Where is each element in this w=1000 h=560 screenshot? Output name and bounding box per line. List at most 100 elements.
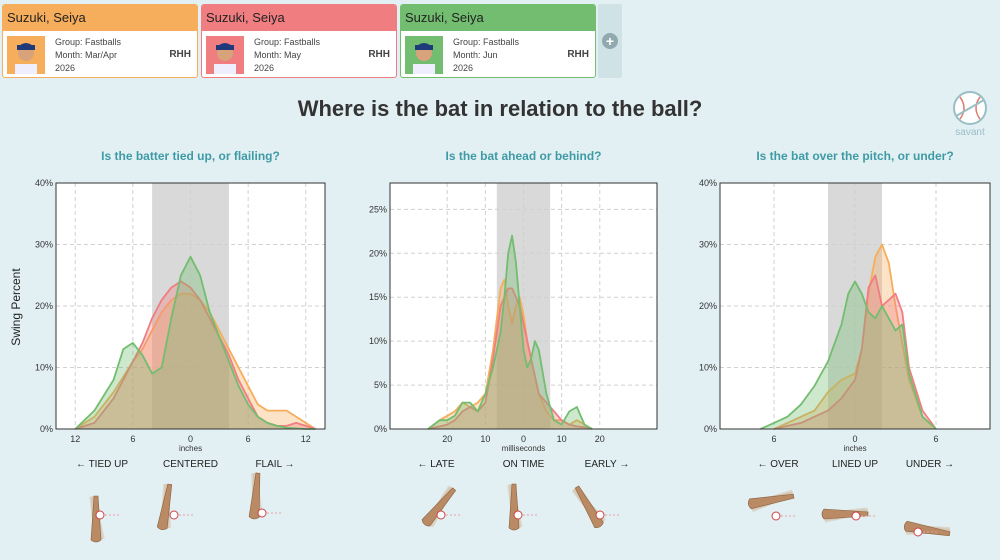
bat-shape bbox=[90, 495, 102, 543]
y-tick-label: 0% bbox=[374, 424, 387, 434]
chart-title: Is the bat over the pitch, or under? bbox=[756, 149, 953, 163]
series-area bbox=[774, 275, 936, 429]
series-line bbox=[427, 287, 593, 430]
category-label: ← LATE bbox=[417, 459, 454, 470]
series-area bbox=[760, 281, 936, 429]
baseball-icon bbox=[595, 510, 605, 520]
y-tick-label: 5% bbox=[374, 380, 387, 390]
card-month: Month: Mar/Apr bbox=[55, 50, 118, 60]
card-month: Month: May bbox=[254, 50, 302, 60]
y-tick-label: 40% bbox=[35, 178, 53, 188]
bat-icon bbox=[747, 489, 795, 513]
card-hand: RHH bbox=[567, 49, 589, 60]
player-card-3[interactable]: Suzuki, Seiya Group: Fastballs Month: Ju… bbox=[400, 4, 596, 78]
x-tick-label: 6 bbox=[933, 434, 938, 444]
x-tick-label: 12 bbox=[70, 434, 80, 444]
x-tick-label: 0 bbox=[852, 434, 857, 444]
y-tick-label: 0% bbox=[704, 424, 717, 434]
category-label: ← TIED UP bbox=[76, 459, 128, 470]
bat-shape bbox=[248, 472, 261, 520]
series-line bbox=[760, 280, 937, 430]
add-player-button[interactable]: + bbox=[598, 4, 622, 78]
baseball-icon bbox=[169, 510, 179, 520]
x-tick-label: 6 bbox=[246, 434, 251, 444]
y-tick-label: 20% bbox=[369, 248, 387, 258]
player-photo-icon bbox=[7, 36, 45, 74]
bat-icon bbox=[156, 483, 173, 531]
x-tick-label: 10 bbox=[557, 434, 567, 444]
series-area bbox=[774, 244, 936, 429]
baseball-icon bbox=[513, 510, 523, 520]
y-tick-label: 0% bbox=[40, 424, 53, 434]
series-area bbox=[428, 235, 593, 429]
category-label: CENTERED bbox=[163, 459, 218, 470]
series-area bbox=[428, 279, 593, 429]
x-axis-label: milliseconds bbox=[502, 444, 546, 453]
y-tick-label: 20% bbox=[699, 301, 717, 311]
category-label: LINED UP bbox=[832, 459, 878, 470]
card-hand: RHH bbox=[169, 49, 191, 60]
plus-icon: + bbox=[602, 33, 618, 49]
card-group: Group: Fastballs bbox=[254, 37, 321, 47]
page-title: Where is the bat in relation to the ball… bbox=[297, 96, 703, 121]
category-label: ON TIME bbox=[503, 459, 545, 470]
y-tick-label: 10% bbox=[369, 336, 387, 346]
y-tick-label: 10% bbox=[699, 363, 717, 373]
x-axis-label: inches bbox=[179, 444, 202, 453]
bat-icon bbox=[821, 507, 869, 523]
series-line bbox=[773, 274, 937, 430]
savant-logo: savant bbox=[948, 88, 992, 140]
category-label: FLAIL → bbox=[255, 459, 294, 470]
bat-icon bbox=[248, 472, 263, 520]
card-year: 2026 bbox=[254, 63, 275, 73]
player-card-1[interactable]: Suzuki, Seiya Group: Fastballs Month: Ma… bbox=[2, 4, 198, 78]
y-tick-label: 40% bbox=[699, 178, 717, 188]
baseball-icon bbox=[436, 510, 446, 520]
bat-shape bbox=[421, 487, 457, 527]
card-hand: RHH bbox=[368, 49, 390, 60]
card-info: Group: Fastballs Month: Mar/Apr 2026 bbox=[55, 36, 121, 75]
series-area bbox=[428, 288, 593, 429]
x-tick-label: 6 bbox=[771, 434, 776, 444]
bat-shape bbox=[747, 493, 795, 510]
card-month: Month: Jun bbox=[453, 50, 498, 60]
series-area bbox=[75, 293, 316, 429]
series-area bbox=[75, 256, 316, 429]
y-tick-label: 25% bbox=[369, 204, 387, 214]
player-photo-icon bbox=[206, 36, 244, 74]
series-line bbox=[74, 255, 316, 430]
bat-icon bbox=[571, 485, 606, 528]
bat-icon bbox=[903, 520, 951, 537]
bat-icon bbox=[421, 485, 457, 528]
chart-title: Is the batter tied up, or flailing? bbox=[101, 149, 280, 163]
logo-text: savant bbox=[955, 127, 985, 138]
x-tick-label: 0 bbox=[188, 434, 193, 444]
x-tick-label: 6 bbox=[130, 434, 135, 444]
x-tick-label: 20 bbox=[442, 434, 452, 444]
chart-title: Is the bat ahead or behind? bbox=[445, 149, 601, 163]
category-label: UNDER → bbox=[906, 459, 954, 470]
card-group: Group: Fastballs bbox=[453, 37, 520, 47]
baseball-icon bbox=[913, 527, 923, 537]
card-year: 2026 bbox=[55, 63, 76, 73]
card-group: Group: Fastballs bbox=[55, 37, 122, 47]
baseball-icon bbox=[851, 511, 861, 521]
player-card-2[interactable]: Suzuki, Seiya Group: Fastballs Month: Ma… bbox=[201, 4, 397, 78]
y-tick-label: 10% bbox=[35, 363, 53, 373]
series-area bbox=[75, 281, 316, 429]
x-axis-label: inches bbox=[843, 444, 866, 453]
y-tick-label: 15% bbox=[369, 292, 387, 302]
category-label: ← OVER bbox=[757, 459, 798, 470]
card-info: Group: Fastballs Month: Jun 2026 bbox=[453, 36, 519, 75]
bat-shape bbox=[156, 483, 173, 531]
card-name: Suzuki, Seiya bbox=[3, 5, 197, 31]
player-photo-icon bbox=[405, 36, 443, 74]
x-tick-label: 10 bbox=[480, 434, 490, 444]
series-line bbox=[427, 234, 593, 430]
y-tick-label: 20% bbox=[35, 301, 53, 311]
x-tick-label: 12 bbox=[301, 434, 311, 444]
card-name: Suzuki, Seiya bbox=[202, 5, 396, 31]
baseball-icon bbox=[95, 510, 105, 520]
baseball-icon bbox=[257, 508, 267, 518]
